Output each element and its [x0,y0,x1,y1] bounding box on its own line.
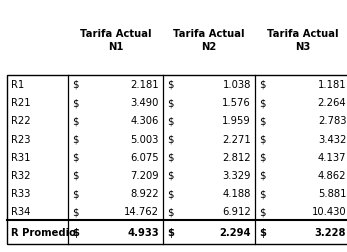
Text: 1.576: 1.576 [222,98,251,108]
Text: $: $ [72,134,78,144]
Text: $: $ [259,98,266,108]
Text: 6.912: 6.912 [222,206,251,216]
Text: 7.209: 7.209 [130,170,159,180]
Text: 4.188: 4.188 [222,188,251,198]
Text: 3.329: 3.329 [222,170,251,180]
Text: $: $ [259,134,266,144]
Text: 10.430: 10.430 [312,206,346,216]
Text: Tarifa Actual
N1: Tarifa Actual N1 [79,29,151,51]
Text: 3.432: 3.432 [318,134,346,144]
Text: $: $ [259,152,266,162]
Text: 6.075: 6.075 [130,152,159,162]
Text: $: $ [167,152,174,162]
Bar [7,76,347,244]
Text: $: $ [259,206,266,216]
Text: Tarifa Actual
N3: Tarifa Actual N3 [267,29,339,51]
Text: 2.181: 2.181 [130,80,159,90]
Text: 4.933: 4.933 [127,228,159,237]
Text: 1.959: 1.959 [222,116,251,126]
Text: $: $ [167,228,174,237]
Text: 4.862: 4.862 [318,170,346,180]
Text: $: $ [259,80,266,90]
Text: $: $ [259,170,266,180]
Text: 4.306: 4.306 [130,116,159,126]
Text: $: $ [72,170,78,180]
Text: $: $ [167,134,174,144]
Text: 1.038: 1.038 [222,80,251,90]
Text: 2.812: 2.812 [222,152,251,162]
Text: 2.264: 2.264 [318,98,346,108]
Text: $: $ [72,206,78,216]
Text: R22: R22 [11,116,31,126]
Text: 8.922: 8.922 [130,188,159,198]
Text: $: $ [72,188,78,198]
Text: 3.228: 3.228 [315,228,346,237]
Text: $: $ [167,170,174,180]
Text: 5.881: 5.881 [318,188,346,198]
Text: $: $ [167,116,174,126]
Text: 2.783: 2.783 [318,116,346,126]
Text: $: $ [259,188,266,198]
Text: $: $ [259,228,266,237]
Text: $: $ [72,152,78,162]
Text: 1.181: 1.181 [318,80,346,90]
Text: $: $ [167,188,174,198]
Text: R32: R32 [11,170,31,180]
Text: $: $ [72,116,78,126]
Text: 5.003: 5.003 [130,134,159,144]
Text: R Promedio: R Promedio [11,228,76,237]
Text: $: $ [167,80,174,90]
Text: $: $ [72,228,79,237]
Text: R33: R33 [11,188,31,198]
Text: 3.490: 3.490 [130,98,159,108]
Text: $: $ [259,116,266,126]
Text: $: $ [167,98,174,108]
Text: 2.271: 2.271 [222,134,251,144]
Text: R31: R31 [11,152,31,162]
Text: 2.294: 2.294 [219,228,251,237]
Text: R34: R34 [11,206,31,216]
Text: 4.137: 4.137 [318,152,346,162]
Text: 14.762: 14.762 [124,206,159,216]
Text: $: $ [167,206,174,216]
Text: R1: R1 [11,80,24,90]
Text: R23: R23 [11,134,31,144]
Text: $: $ [72,80,78,90]
Text: R21: R21 [11,98,31,108]
Text: Tarifa Actual
N2: Tarifa Actual N2 [173,29,245,51]
Text: $: $ [72,98,78,108]
